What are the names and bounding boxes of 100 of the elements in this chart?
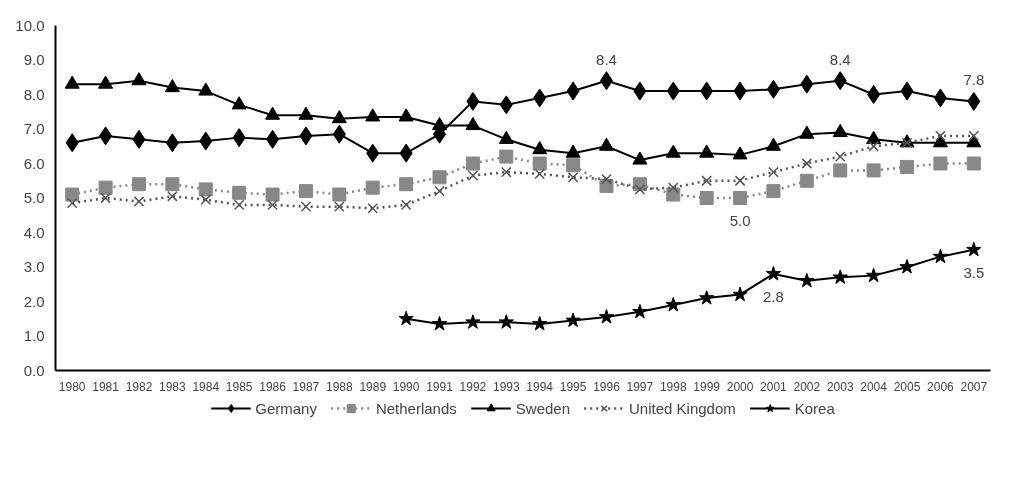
y-tick-label: 10.0: [15, 16, 45, 34]
x-tick-label: 1983: [159, 379, 187, 394]
point: [935, 130, 946, 142]
annotation: 5.0: [729, 212, 751, 229]
annotation: 8.4: [596, 50, 617, 68]
point: [366, 143, 380, 163]
legend-label: Sweden: [515, 399, 571, 417]
x-tick-label: 2005: [893, 379, 921, 394]
point: [65, 133, 79, 153]
y-tick-label: 1.0: [23, 327, 45, 344]
point: [532, 156, 547, 171]
y-tick-label: 8.0: [23, 85, 45, 103]
x-tick-label: 1995: [559, 379, 587, 394]
x-tick-label: 1981: [92, 379, 120, 394]
point: [899, 259, 915, 274]
point: [131, 72, 147, 86]
annotation: 8.4: [829, 50, 851, 68]
y-tick-label: 3.0: [23, 258, 45, 275]
point: [598, 309, 615, 324]
x-tick-label: 1994: [526, 379, 554, 394]
y-tick-label: 0.0: [23, 361, 45, 379]
point: [465, 116, 481, 131]
point: [98, 75, 114, 89]
point: [64, 75, 80, 89]
point: [832, 269, 848, 284]
point: [801, 158, 813, 169]
point: [565, 312, 581, 328]
point: [765, 265, 782, 281]
x-tick-label: 1998: [659, 379, 687, 394]
point: [265, 106, 281, 120]
x-tick-label: 1990: [392, 379, 420, 394]
point: [100, 192, 111, 204]
point: [968, 130, 980, 142]
point: [634, 184, 646, 195]
point: [466, 91, 480, 111]
point: [298, 184, 313, 199]
point: [665, 144, 681, 158]
point: [298, 106, 314, 120]
point: [733, 81, 747, 101]
point: [632, 303, 648, 319]
legend-label: United Kingdom: [629, 399, 736, 417]
point: [499, 95, 513, 115]
point: [701, 175, 713, 187]
point: [400, 199, 412, 211]
x-tick-label: 1982: [125, 379, 153, 394]
point: [99, 126, 113, 146]
point: [601, 173, 612, 185]
point: [700, 81, 714, 101]
point: [866, 163, 881, 178]
x-tick-label: 2004: [860, 379, 888, 394]
point: [399, 177, 414, 192]
point: [766, 79, 780, 99]
point: [533, 88, 547, 108]
point: [198, 182, 213, 197]
point: [732, 286, 748, 302]
point: [799, 125, 815, 139]
point: [431, 315, 448, 331]
point: [632, 151, 648, 165]
point: [799, 173, 814, 188]
point: [500, 166, 512, 178]
legend-label: Netherlands: [375, 399, 457, 417]
point: [131, 177, 146, 192]
y-tick-label: 4.0: [23, 223, 45, 241]
point: [499, 149, 514, 164]
point: [300, 201, 312, 212]
point: [532, 315, 548, 331]
point: [665, 296, 681, 312]
point: [432, 116, 448, 131]
point: [498, 130, 514, 144]
point: [598, 137, 614, 151]
x-tick-label: 1991: [426, 379, 454, 394]
point: [933, 88, 947, 108]
point: [799, 272, 815, 288]
point: [332, 187, 347, 202]
point: [768, 166, 779, 178]
legend-label: Korea: [794, 399, 835, 417]
point: [432, 170, 447, 185]
point: [565, 144, 581, 158]
x-tick-label: 1980: [58, 379, 86, 394]
point: [98, 180, 113, 195]
point: [966, 241, 982, 257]
x-tick-label: 1997: [626, 379, 654, 394]
point: [833, 71, 847, 91]
point: [633, 81, 647, 101]
point: [398, 108, 414, 122]
point: [232, 185, 247, 200]
point: [498, 314, 514, 329]
annotation: 2.8: [763, 287, 784, 305]
point: [666, 81, 680, 101]
point: [532, 141, 548, 155]
point: [766, 184, 781, 199]
point: [465, 314, 481, 329]
y-tick-label: 2.0: [23, 292, 45, 310]
x-tick-label: 2000: [726, 379, 754, 394]
point: [164, 79, 180, 93]
x-tick-label: 2001: [760, 379, 788, 394]
point: [566, 81, 580, 101]
legend-label: Germany: [255, 399, 317, 417]
point: [599, 71, 613, 91]
x-tick-label: 2003: [826, 379, 854, 394]
